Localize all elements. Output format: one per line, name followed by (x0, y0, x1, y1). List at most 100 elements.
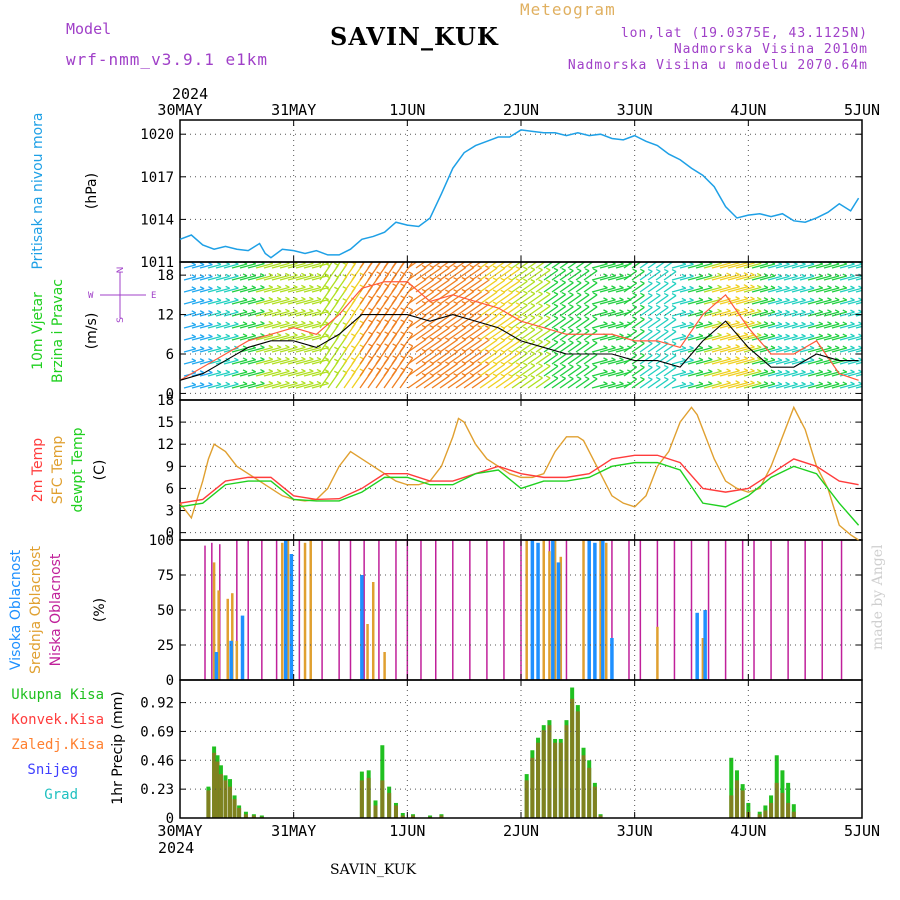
wind-barb-flag (538, 256, 542, 258)
wind-barb-flag (191, 382, 197, 386)
wind-barb (223, 359, 239, 365)
wind-barb-flag (308, 308, 314, 312)
wind-barb-flag (408, 367, 413, 371)
wind-barb (463, 315, 482, 329)
wind-barb-flag (508, 301, 513, 306)
wind-barb (511, 376, 528, 389)
wind-barb (455, 266, 475, 281)
x-tick-label-bottom: 31MAY (271, 822, 316, 840)
wind-barb-flag (301, 272, 306, 276)
wind-barb-flag (717, 284, 722, 288)
cloud-bar-low (204, 545, 206, 680)
wind-barb (599, 287, 616, 293)
wind-barb-flag (717, 344, 722, 348)
wind-barb (711, 274, 731, 281)
wind-barb (527, 262, 538, 269)
precip-bar-convective (558, 742, 563, 818)
wind-barb-flag (562, 256, 566, 258)
precip-bar-convective (524, 780, 529, 818)
wind-barb (431, 262, 442, 269)
precip-legend-item: Snijeg (27, 762, 78, 778)
wind-barb (431, 303, 450, 317)
wind-barb (767, 371, 783, 377)
wind-barb-flag (866, 370, 870, 372)
wind-barb-flag (216, 309, 222, 314)
wind-barb (823, 299, 840, 305)
wind-barb-flag (698, 309, 704, 313)
wind-barb (487, 351, 506, 365)
wind-barb (655, 354, 669, 365)
wind-barb (559, 318, 574, 329)
wind-barb (183, 300, 196, 305)
wind-barb-flag (553, 267, 559, 271)
wind-barb (439, 339, 458, 353)
y-tick-label: 100 (149, 533, 174, 549)
wind-barb-flag (553, 363, 559, 367)
cloud-bar-low (741, 540, 744, 680)
compass-south: S (116, 317, 126, 323)
wind-barb (535, 262, 546, 269)
wind-barb-flag (199, 262, 205, 266)
wind-barb-flag (663, 316, 669, 320)
wind-barb-flag (225, 333, 230, 337)
wind-barb (455, 338, 475, 353)
wind-barb-flag (664, 257, 668, 259)
wind-barb (695, 347, 713, 353)
y-tick-label: 0 (166, 811, 174, 827)
precip-bar-total (729, 757, 734, 818)
wind-barb-flag (301, 344, 306, 348)
wind-barb (607, 371, 624, 377)
wind-barb (207, 347, 222, 353)
wind-barb (815, 287, 832, 293)
wind-barb (751, 323, 769, 329)
precip-bar-convective (547, 725, 552, 818)
wind-barb (207, 335, 222, 341)
y-tick-label: 15 (157, 415, 174, 431)
wind-barb-flag (308, 284, 314, 288)
wind-barb (463, 267, 482, 281)
wind-barb-flag (743, 272, 749, 276)
wind-barb (839, 287, 855, 293)
cloud-bar-mid (525, 540, 528, 680)
wind-barb (439, 327, 458, 341)
wind-barb-flag (538, 315, 543, 319)
x-tick-label-bottom: 2JUN (503, 822, 539, 840)
wind-barb (471, 339, 490, 353)
wind-barb (679, 371, 694, 377)
wind-barb-flag (735, 308, 740, 312)
wind-barb (807, 335, 823, 341)
cloud-bar-low (840, 540, 843, 680)
wind-barb-flag (611, 309, 616, 313)
wind-barb (247, 262, 265, 269)
wind-barb-flag (785, 297, 790, 301)
wind-barb (423, 351, 442, 365)
wind-barb-flag (750, 368, 755, 372)
wind-barb-flag (640, 280, 645, 284)
wind-barb (415, 339, 435, 353)
wind-barb-flag (785, 381, 790, 385)
wind-barb (631, 262, 642, 269)
wind-barb (255, 298, 273, 305)
wind-barb-flag (324, 368, 329, 373)
wind-barb (447, 290, 467, 305)
wind-barb (279, 298, 298, 305)
wind-barb (263, 382, 282, 389)
wind-barb (767, 359, 783, 365)
wind-barb (719, 370, 740, 377)
wind-barb-flag (308, 380, 314, 384)
wind-barb-flag (640, 364, 645, 368)
wind-barb-flag (316, 356, 322, 361)
wind-barb (239, 299, 256, 305)
wind-barb-flag (770, 381, 776, 385)
wind-barb (783, 371, 798, 377)
wind-barb (815, 323, 832, 329)
wind-barb (303, 310, 322, 317)
wind-barb (583, 330, 598, 341)
wind-barb (183, 360, 196, 365)
wind-barb-flag (698, 333, 704, 337)
wind-barb-flag (408, 355, 413, 359)
wind-barb-flag (584, 292, 590, 296)
wind-barb-flag (632, 316, 637, 320)
wind-barb (743, 370, 762, 377)
wind-barb (479, 363, 498, 377)
